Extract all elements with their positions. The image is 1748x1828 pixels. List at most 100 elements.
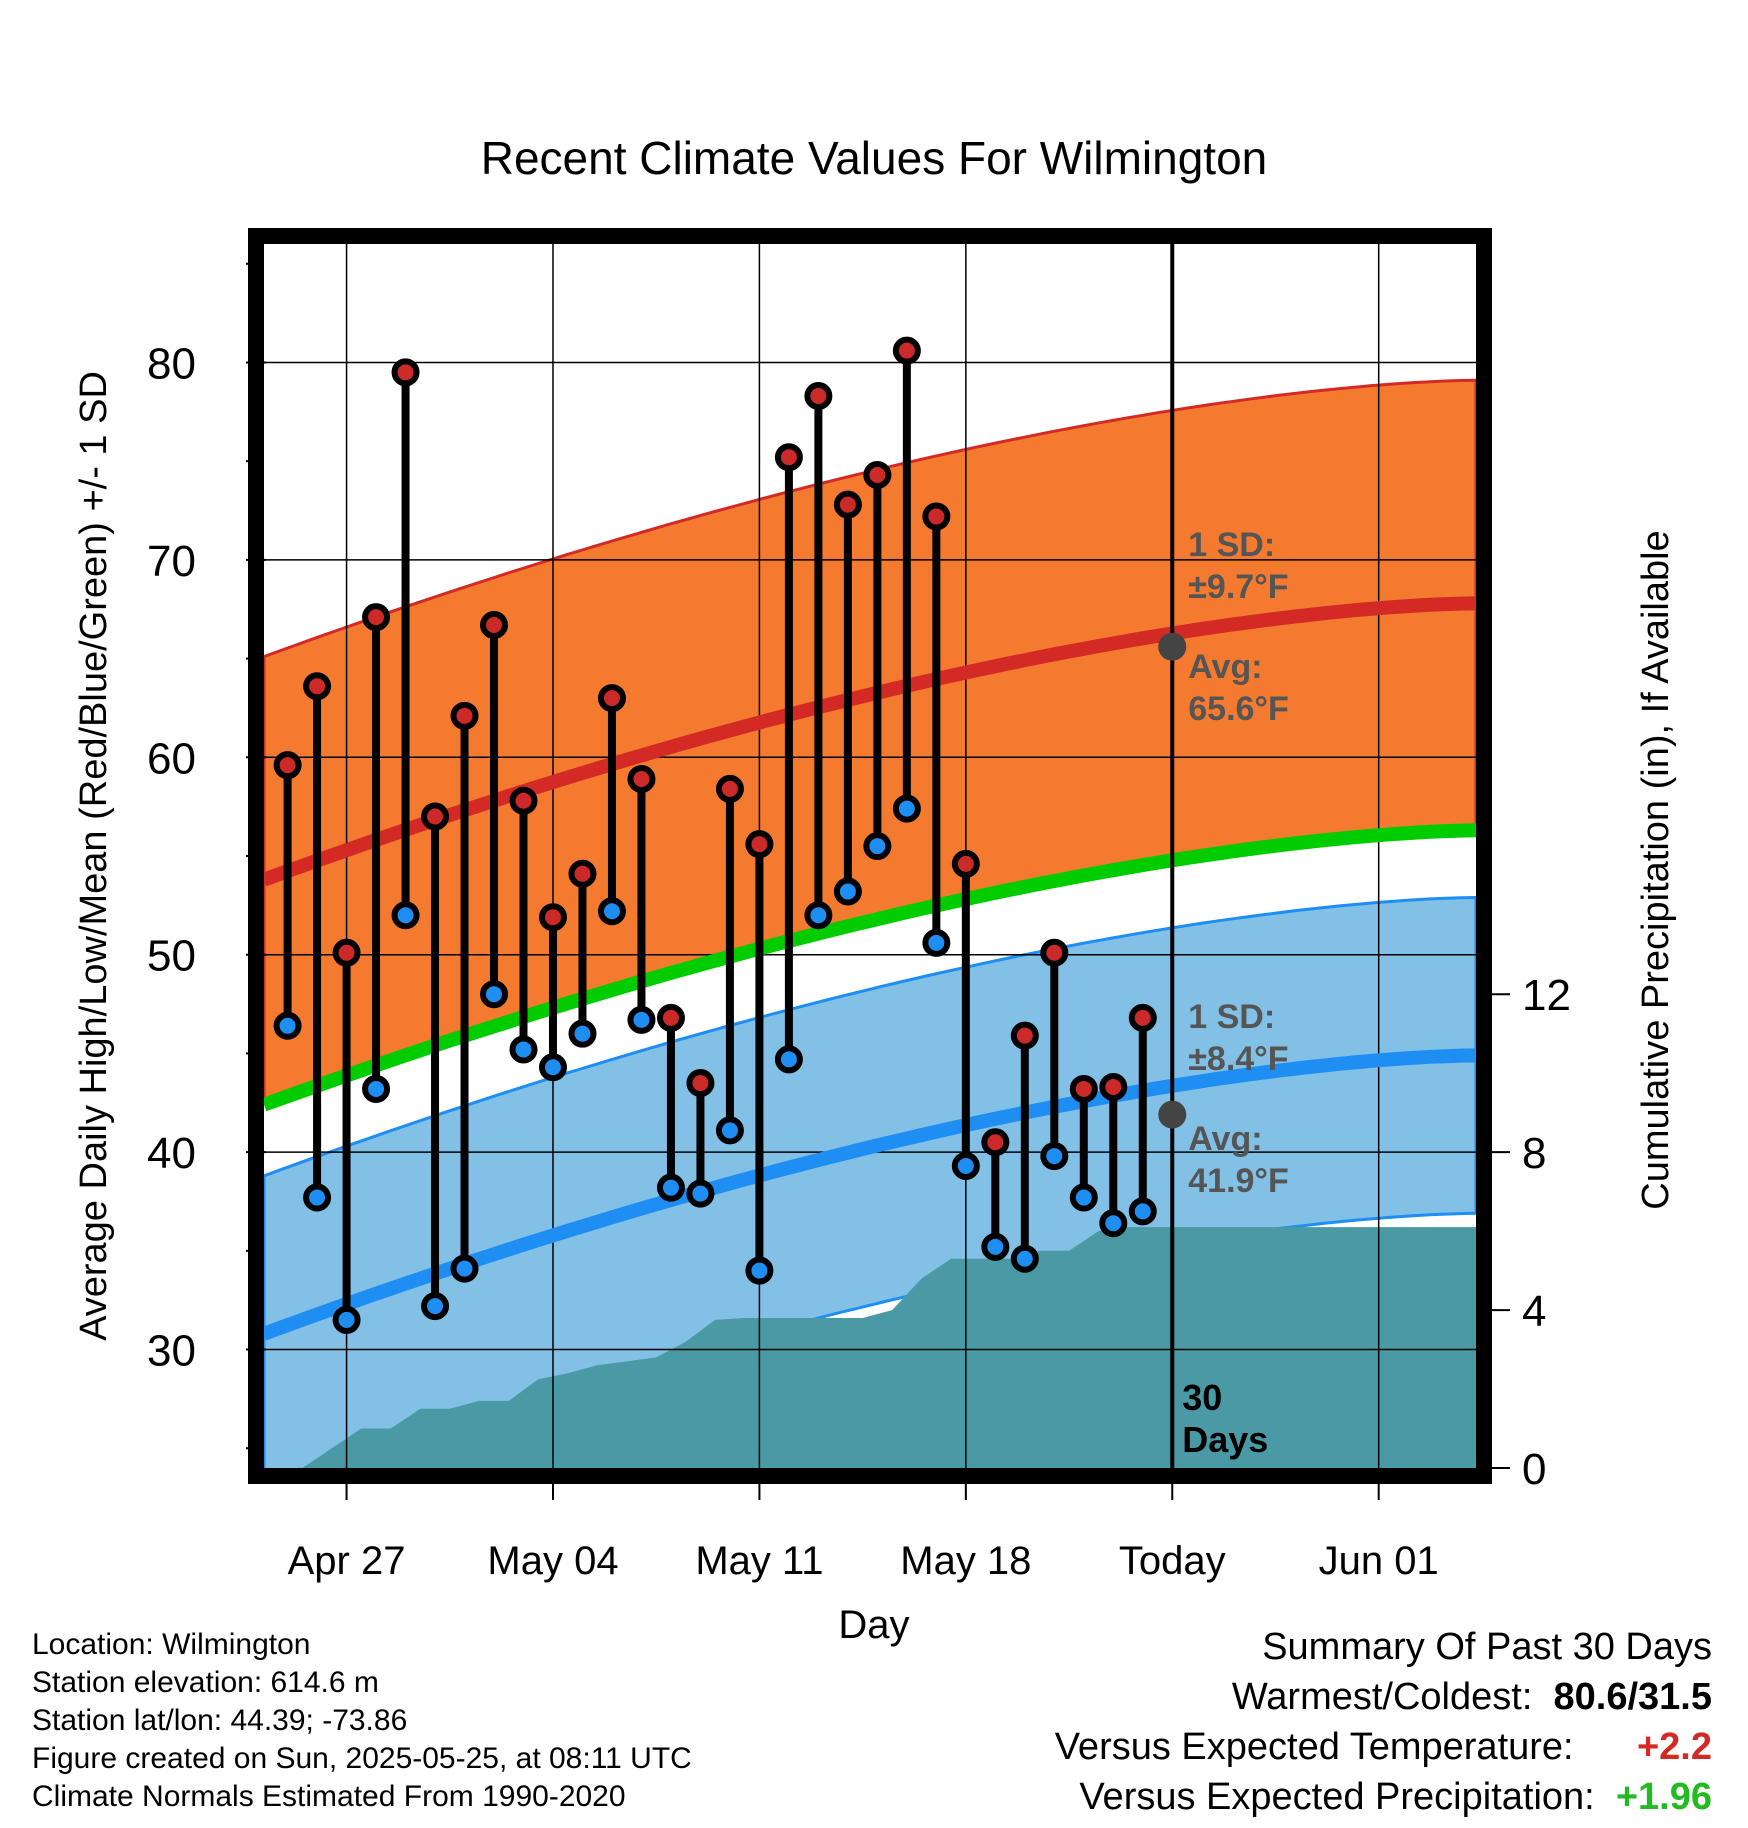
y2-tick-label: 0 (1522, 1445, 1546, 1494)
high-avg-value: 65.6°F (1188, 690, 1289, 728)
x-axis-label: Day (838, 1603, 909, 1647)
y2-axis-label: Cumulative Precipitation (in), If Availa… (1635, 530, 1677, 1209)
daily-high-point (1040, 938, 1069, 967)
summary-warmest-row: Warmest/Coldest: 80.6/31.5 (1055, 1672, 1712, 1722)
daily-low-point (450, 1254, 479, 1283)
daily-high-point (362, 603, 391, 632)
daily-low-point (627, 1005, 656, 1034)
daily-low-point (480, 980, 509, 1009)
daily-low-point (774, 1045, 803, 1074)
y-tick-label: 50 (147, 932, 196, 981)
daily-low-point (686, 1179, 715, 1208)
daily-high-point (1010, 1021, 1039, 1050)
footer-info: Location: Wilmington Station elevation: … (32, 1626, 692, 1816)
daily-high-point (951, 849, 980, 878)
summary-temp-row: Versus Expected Temperature: +2.2 (1055, 1722, 1712, 1772)
x-tick-label: May 11 (695, 1539, 823, 1583)
daily-high-point (686, 1069, 715, 1098)
daily-low-point (273, 1011, 302, 1040)
daily-high-point (804, 382, 833, 411)
daily-low-point (1069, 1183, 1098, 1212)
daily-low-point (1099, 1209, 1128, 1238)
daily-low-point (391, 901, 420, 930)
chart-title: Recent Climate Values For Wilmington (481, 132, 1268, 184)
summary-precip-label: Versus Expected Precipitation: (1079, 1776, 1595, 1818)
daily-low-point (538, 1053, 567, 1082)
summary-heading: Summary Of Past 30 Days (1262, 1626, 1712, 1668)
y-tick-label: 70 (147, 537, 196, 586)
summary-warmest-label: Warmest/Coldest: (1231, 1676, 1533, 1718)
daily-low-point (892, 794, 921, 823)
footer-elevation: Station elevation: 614.6 m (32, 1666, 379, 1699)
daily-high-point (273, 751, 302, 780)
plot-clip-group (264, 244, 1476, 1468)
daily-high-point (892, 336, 921, 365)
y2-tick-label: 12 (1522, 971, 1571, 1020)
daily-low-point (597, 897, 626, 926)
high-sd-value: ±9.7°F (1188, 568, 1288, 606)
daily-high-point (656, 1003, 685, 1032)
daily-high-point (509, 786, 538, 815)
daily-high-point (421, 802, 450, 831)
today-days-word: Days (1182, 1419, 1268, 1460)
low-avg-marker (1158, 1100, 1187, 1129)
daily-high-point (1069, 1074, 1098, 1103)
daily-high-point (597, 684, 626, 713)
daily-low-point (745, 1256, 774, 1285)
x-tick-label: Today (1119, 1539, 1226, 1583)
daily-high-point (332, 938, 361, 967)
daily-high-point (450, 701, 479, 730)
y-tick-label: 60 (147, 734, 196, 783)
y-tick-label: 80 (147, 339, 196, 388)
daily-low-point (833, 877, 862, 906)
daily-low-point (303, 1183, 332, 1212)
summary-panel: Summary Of Past 30 Days Warmest/Coldest:… (1055, 1622, 1712, 1822)
daily-low-point (1128, 1197, 1157, 1226)
y-tick-label: 30 (147, 1327, 196, 1376)
daily-low-point (1010, 1244, 1039, 1273)
daily-high-point (833, 490, 862, 519)
daily-high-point (1128, 1003, 1157, 1032)
daily-high-point (715, 774, 744, 803)
daily-high-point (922, 502, 951, 531)
summary-precip-row: Versus Expected Precipitation: +1.96 (1055, 1772, 1712, 1822)
summary-temp-value: +2.2 (1636, 1726, 1712, 1768)
daily-high-point (627, 765, 656, 794)
footer-normals: Climate Normals Estimated From 1990-2020 (32, 1780, 626, 1813)
high-sd-label: 1 SD: (1188, 526, 1275, 564)
daily-low-point (1040, 1142, 1069, 1171)
low-sd-label: 1 SD: (1188, 998, 1275, 1036)
daily-low-point (656, 1173, 685, 1202)
daily-high-point (1099, 1072, 1128, 1101)
daily-low-point (804, 901, 833, 930)
summary-precip-value: +1.96 (1615, 1776, 1712, 1818)
today-days-count: 30 (1182, 1377, 1222, 1418)
daily-low-point (509, 1035, 538, 1064)
daily-high-point (480, 611, 509, 640)
y2-tick-label: 4 (1522, 1287, 1546, 1336)
daily-high-point (568, 859, 597, 888)
daily-low-point (715, 1116, 744, 1145)
footer-created: Figure created on Sun, 2025-05-25, at 08… (32, 1742, 692, 1775)
summary-warmest-value: 80.6/31.5 (1553, 1676, 1712, 1718)
daily-low-point (951, 1151, 980, 1180)
y2-tick-label: 8 (1522, 1129, 1546, 1178)
x-tick-label: Jun 01 (1319, 1539, 1439, 1583)
y-tick-label: 40 (147, 1129, 196, 1178)
daily-high-point (745, 830, 774, 859)
daily-low-point (863, 832, 892, 861)
daily-low-point (332, 1305, 361, 1334)
low-avg-label: Avg: (1188, 1120, 1262, 1158)
high-avg-label: Avg: (1188, 648, 1262, 686)
high-avg-marker (1158, 632, 1187, 661)
footer-latlon: Station lat/lon: 44.39; -73.86 (32, 1704, 408, 1737)
low-sd-value: ±8.4°F (1188, 1040, 1288, 1078)
daily-high-point (391, 358, 420, 387)
daily-high-point (863, 460, 892, 489)
daily-low-point (981, 1232, 1010, 1261)
daily-high-point (303, 672, 332, 701)
x-tick-label: Apr 27 (288, 1539, 406, 1583)
daily-high-point (774, 443, 803, 472)
summary-temp-label: Versus Expected Temperature: (1054, 1726, 1574, 1768)
